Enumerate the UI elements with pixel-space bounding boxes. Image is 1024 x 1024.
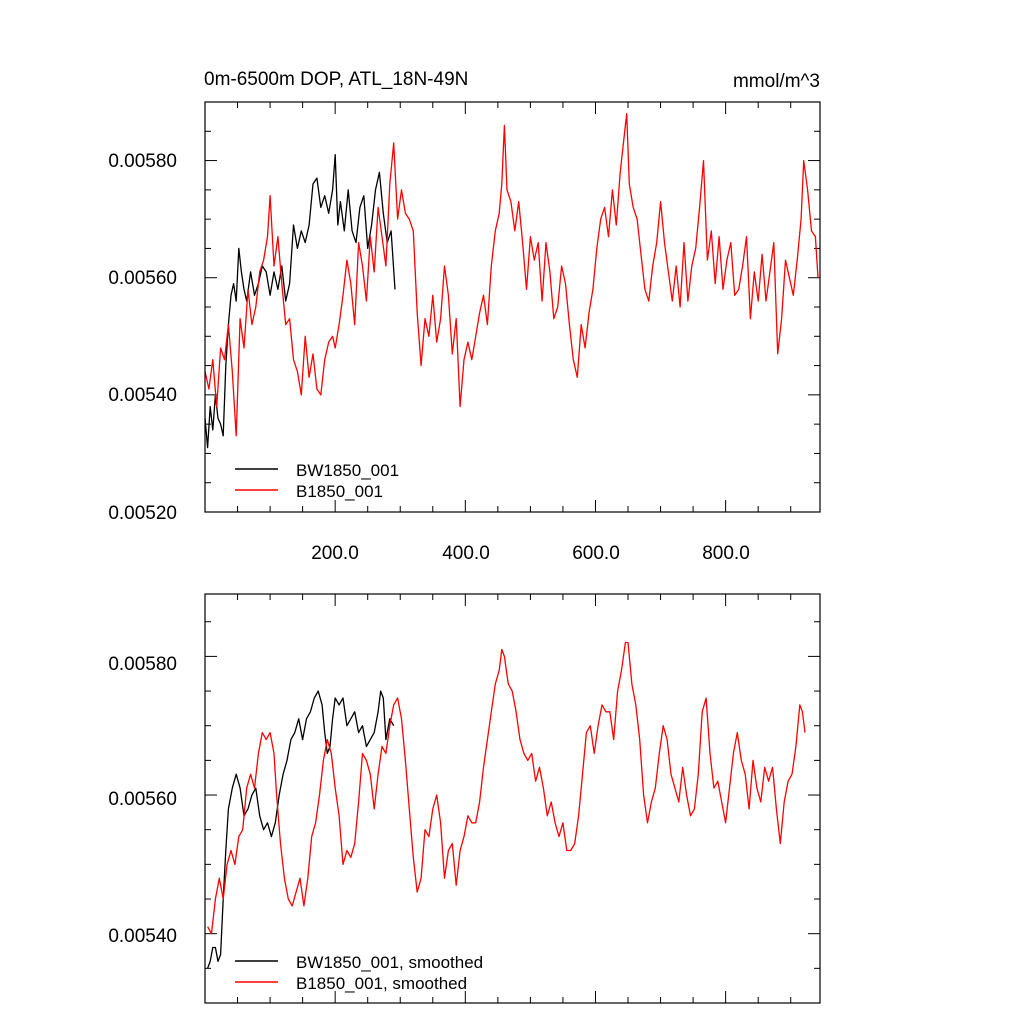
top-ytick-label: 0.00520	[108, 503, 177, 524]
top-series-group	[204, 113, 819, 449]
top-ytick-label: 0.00540	[108, 385, 177, 406]
top-ytick-labels: 0.00520 0.00540 0.00560 0.00580	[108, 151, 177, 524]
bottom-series-line-b1850	[207, 641, 806, 935]
top-legend-label-bw1850: BW1850_001	[296, 461, 399, 480]
top-ytick-label: 0.00560	[108, 268, 177, 289]
bottom-legend-label-bw1850: BW1850_001, smoothed	[296, 953, 483, 972]
top-title: 0m-6500m DOP, ATL_18N-49N	[204, 69, 468, 90]
top-xtick-labels: 200.0 400.0 600.0 800.0	[311, 543, 750, 564]
bottom-ytick-label: 0.00560	[108, 789, 177, 810]
bottom-plot-frame	[204, 593, 821, 1004]
top-plot-frame	[204, 101, 821, 513]
bottom-ticks	[205, 594, 820, 1004]
bottom-ytick-labels: 0.00540 0.00560 0.00580	[108, 654, 177, 947]
top-series-line-b1850	[204, 113, 819, 437]
bottom-panel: 0.00540 0.00560 0.00580 BW1850_001, smoo…	[108, 593, 821, 1004]
bottom-legend: BW1850_001, smoothed B1850_001, smoothed	[235, 953, 483, 993]
top-xtick-label: 600.0	[572, 543, 620, 564]
bottom-series-group	[206, 641, 806, 969]
top-series-line-bw1850	[204, 154, 396, 449]
bottom-ytick-label: 0.00540	[108, 926, 177, 947]
bottom-legend-label-b1850: B1850_001, smoothed	[296, 974, 467, 993]
top-panel: 0m-6500m DOP, ATL_18N-49N mmol/m^3 0.005…	[108, 69, 821, 564]
bottom-series-line-bw1850	[206, 690, 395, 969]
top-xtick-label: 200.0	[311, 543, 359, 564]
top-ytick-label: 0.00580	[108, 151, 177, 172]
top-xtick-label: 400.0	[442, 543, 490, 564]
bottom-ytick-label: 0.00580	[108, 654, 177, 675]
top-y-gridless-ticks	[205, 101, 820, 513]
top-xtick-label: 800.0	[702, 543, 750, 564]
top-legend-label-b1850: B1850_001	[296, 482, 383, 501]
top-legend: BW1850_001 B1850_001	[235, 461, 399, 501]
top-units-label: mmol/m^3	[733, 71, 820, 92]
